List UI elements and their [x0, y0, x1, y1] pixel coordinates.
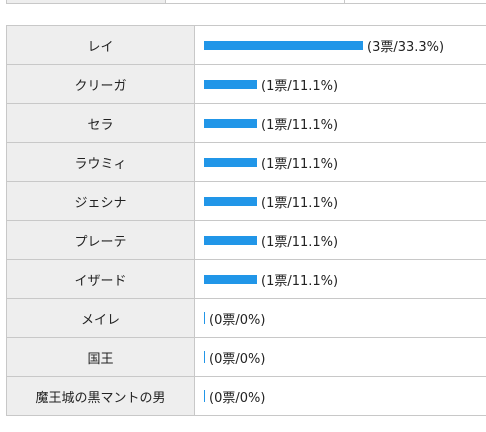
- result-row: セラ (1票/11.1%): [6, 103, 486, 143]
- result-cell: (1票/11.1%): [194, 181, 486, 221]
- result-cell: (0票/0%): [194, 298, 486, 338]
- result-cell: (0票/0%): [194, 376, 486, 416]
- vote-bar: [204, 79, 257, 89]
- vote-stat: (1票/11.1%): [261, 273, 339, 289]
- result-row: ラウミィ (1票/11.1%): [6, 142, 486, 182]
- vote-bar: [204, 196, 257, 206]
- vote-bar: [204, 312, 205, 324]
- vote-stat: (1票/11.1%): [261, 234, 339, 250]
- result-row: クリーガ (1票/11.1%): [6, 64, 486, 104]
- vote-stat: (0票/0%): [209, 312, 266, 328]
- vote-bar: [204, 351, 205, 363]
- vote-stat: (0票/0%): [209, 390, 266, 406]
- vote-stat: (1票/11.1%): [261, 117, 339, 133]
- result-cell: (0票/0%): [194, 337, 486, 377]
- candidate-name: 魔王城の黒マントの男: [6, 376, 195, 416]
- vote-bar: [204, 274, 257, 284]
- candidate-name: ジェシナ: [6, 181, 195, 221]
- candidate-name: レイ: [6, 25, 195, 65]
- previous-table-edge: [6, 0, 486, 4]
- vote-stat: (0票/0%): [209, 351, 266, 367]
- result-row: 魔王城の黒マントの男 (0票/0%): [6, 376, 486, 416]
- vote-results-table: レイ (3票/33.3%) クリーガ (1票/11.1%) セラ (1票/11.…: [6, 25, 486, 416]
- vote-stat: (1票/11.1%): [261, 195, 339, 211]
- vote-bar: [204, 235, 257, 245]
- vote-stat: (3票/33.3%): [367, 39, 445, 55]
- vote-bar: [204, 390, 205, 402]
- candidate-name: 国王: [6, 337, 195, 377]
- result-row: メイレ (0票/0%): [6, 298, 486, 338]
- result-cell: (1票/11.1%): [194, 64, 486, 104]
- result-cell: (1票/11.1%): [194, 220, 486, 260]
- candidate-name: ラウミィ: [6, 142, 195, 182]
- result-cell: (1票/11.1%): [194, 259, 486, 299]
- result-row: プレーテ (1票/11.1%): [6, 220, 486, 260]
- result-cell: (1票/11.1%): [194, 142, 486, 182]
- vote-stat: (1票/11.1%): [261, 156, 339, 172]
- result-row: 国王 (0票/0%): [6, 337, 486, 377]
- vote-results-body: レイ (3票/33.3%) クリーガ (1票/11.1%) セラ (1票/11.…: [6, 25, 486, 416]
- vote-bar: [204, 40, 363, 50]
- candidate-name: メイレ: [6, 298, 195, 338]
- result-cell: (3票/33.3%): [194, 25, 486, 65]
- result-cell: (1票/11.1%): [194, 103, 486, 143]
- candidate-name: セラ: [6, 103, 195, 143]
- result-row: レイ (3票/33.3%): [6, 25, 486, 65]
- candidate-name: プレーテ: [6, 220, 195, 260]
- candidate-name: クリーガ: [6, 64, 195, 104]
- candidate-name: イザード: [6, 259, 195, 299]
- vote-stat: (1票/11.1%): [261, 78, 339, 94]
- vote-bar: [204, 157, 257, 167]
- result-row: ジェシナ (1票/11.1%): [6, 181, 486, 221]
- vote-bar: [204, 118, 257, 128]
- result-row: イザード (1票/11.1%): [6, 259, 486, 299]
